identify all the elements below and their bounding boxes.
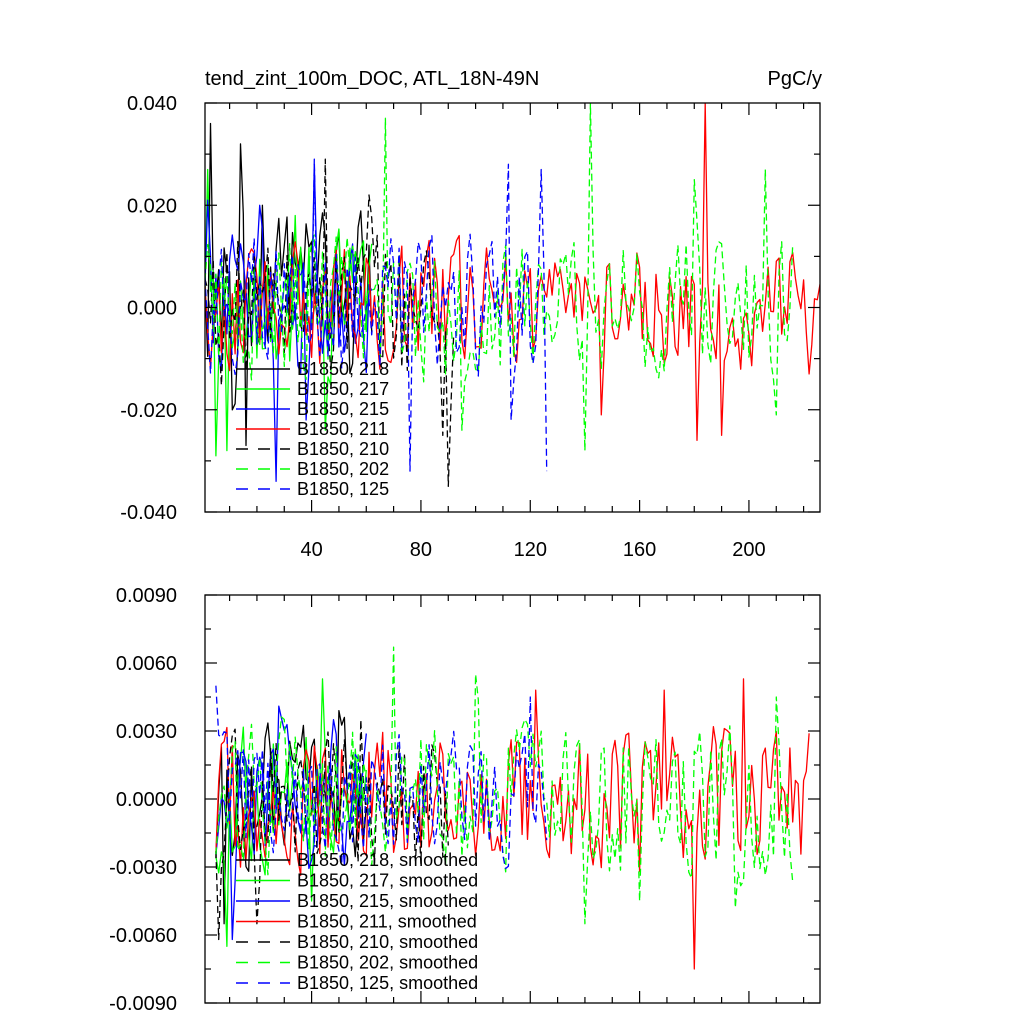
series-line: [215, 719, 449, 941]
legend-label: B1850, 215, smoothed: [297, 891, 478, 911]
chart-units: PgC/y: [768, 68, 822, 90]
legend-label: B1850, 125, smoothed: [297, 973, 478, 993]
legend-label: B1850, 210: [297, 439, 389, 459]
y-tick-label: -0.040: [120, 502, 177, 524]
series-line: [205, 168, 373, 457]
legend-label: B1850, 210, smoothed: [297, 932, 478, 952]
y-tick-label: -0.020: [120, 400, 177, 422]
legend-label: B1850, 215: [297, 399, 389, 419]
legend-label: B1850, 217, smoothed: [297, 871, 478, 891]
x-tick-label: 120: [514, 539, 547, 561]
series-line: [205, 103, 794, 452]
legend-label: B1850, 125: [297, 479, 389, 499]
y-tick-label: -0.0030: [109, 857, 177, 879]
y-tick-label: 0.0090: [116, 585, 177, 607]
legend-label: B1850, 202: [297, 459, 389, 479]
legend-label: B1850, 217: [297, 379, 389, 399]
legend-label: B1850, 211, smoothed: [297, 912, 477, 932]
legend-label: B1850, 202, smoothed: [297, 953, 478, 973]
chart-title: tend_zint_100m_DOC, ATL_18N-49N: [205, 68, 539, 90]
y-tick-label: 0.020: [127, 195, 177, 217]
legend-label: B1850, 211: [297, 419, 388, 439]
x-tick-label: 160: [623, 539, 656, 561]
series-line: [215, 685, 548, 870]
x-tick-label: 200: [732, 539, 765, 561]
series-line: [205, 158, 548, 472]
y-tick-label: 0.000: [127, 298, 177, 320]
x-tick-label: 40: [300, 539, 322, 561]
x-tick-label: 80: [410, 539, 432, 561]
y-tick-label: -0.0060: [109, 925, 177, 947]
y-tick-label: 0.0000: [116, 789, 177, 811]
legend-label: B1850, 218, smoothed: [297, 850, 478, 870]
y-tick-label: 0.0060: [116, 653, 177, 675]
top-panel: -0.040 -0.020 0.000 0.020 0.040 40 80 120 160 200…: [120, 93, 821, 561]
legend-label: B1850, 218: [297, 359, 389, 379]
bottom-panel: -0.0090 -0.0060 -0.0030 0.0000 0.0030 0.0060 0…: [109, 585, 821, 1015]
y-tick-label: -0.0090: [109, 993, 177, 1015]
y-tick-label: 0.0030: [116, 721, 177, 743]
y-tick-label: 0.040: [127, 93, 177, 115]
